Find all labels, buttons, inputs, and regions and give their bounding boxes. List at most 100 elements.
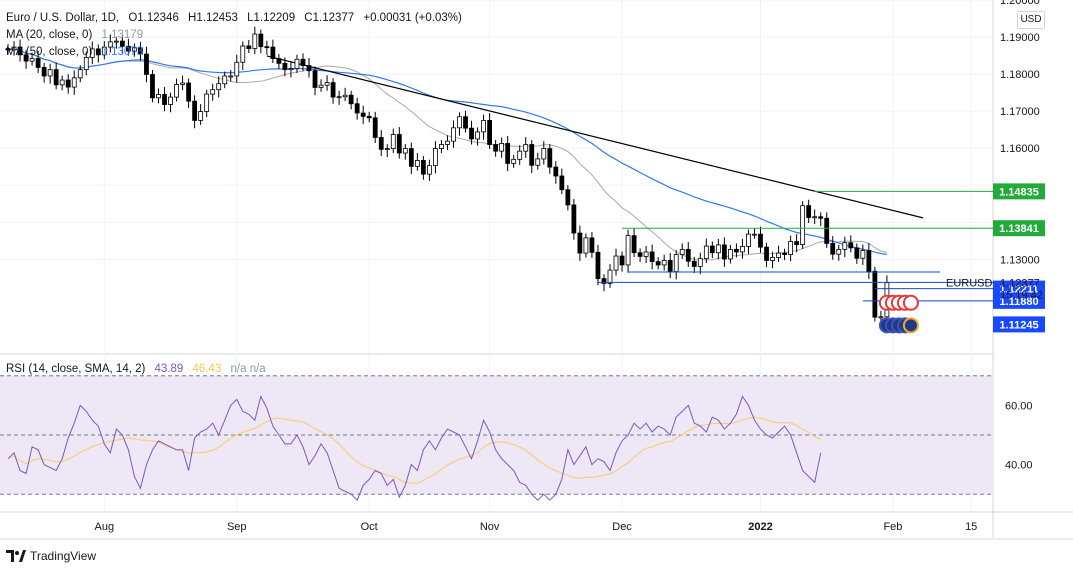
candle-body	[366, 115, 372, 119]
candle-body	[216, 83, 222, 91]
candle-body	[511, 158, 517, 164]
price-tick-label: 1.18000	[1000, 69, 1040, 81]
candle-body	[180, 82, 185, 85]
candle-body	[758, 233, 763, 248]
candle-body	[258, 33, 264, 48]
candle-body	[11, 46, 17, 51]
currency-badge[interactable]: USD	[1017, 11, 1045, 29]
candle-body	[126, 45, 131, 52]
candle-body	[463, 116, 468, 129]
candle-body	[577, 232, 583, 254]
candle-body	[71, 77, 77, 88]
ma50-legend[interactable]: MA (50, close, 0) 1.13073	[6, 45, 149, 59]
candle-body	[186, 82, 192, 102]
candle-body	[336, 96, 342, 99]
candle-body	[95, 48, 101, 56]
brand-name: TradingView	[30, 549, 97, 563]
candle-body	[752, 233, 757, 236]
candle-body	[77, 69, 83, 79]
candle-body	[318, 84, 324, 88]
candle-body	[426, 165, 432, 175]
candle-body	[673, 254, 679, 272]
price-tick-label: 1.13000	[1000, 254, 1040, 266]
candle-body	[83, 57, 89, 71]
candle-body	[234, 61, 240, 77]
candle-body	[439, 144, 444, 149]
candle-body	[860, 250, 866, 259]
symbol-tag: EURUSD	[946, 277, 993, 289]
candle-body	[643, 251, 649, 257]
close-value: C1.12377	[304, 12, 355, 24]
tradingview-icon	[6, 550, 26, 562]
candle-body	[505, 142, 511, 164]
candle-body	[583, 237, 589, 254]
candle-body	[17, 46, 23, 56]
candle-body	[384, 148, 390, 150]
time-tick-label: Sep	[227, 521, 247, 533]
candle-body	[842, 242, 848, 250]
candle-body	[192, 100, 198, 121]
ma20-legend[interactable]: MA (20, close, 0) 1.13179	[6, 28, 149, 42]
candle-body	[559, 175, 565, 191]
rsi-pane	[0, 375, 993, 502]
change-value: +0.00031 (+0.03%)	[363, 12, 462, 24]
support-tag-2-bg	[993, 292, 1045, 309]
open-value: O1.12346	[128, 12, 179, 24]
candle-body	[342, 94, 348, 98]
candle-body	[866, 250, 872, 272]
candle-body	[402, 148, 408, 154]
candle-body	[150, 74, 155, 99]
candle-body	[53, 69, 59, 86]
candle-body	[246, 45, 252, 49]
support-tag-2-label: 1.11880	[999, 296, 1038, 308]
candle-body	[493, 144, 499, 152]
time-tick-label: Nov	[480, 521, 500, 533]
candle-body	[571, 204, 577, 234]
support-tag-3-label: 1.11245	[999, 319, 1038, 331]
candle-body	[282, 62, 288, 71]
candle-body	[607, 269, 613, 284]
candle-body	[830, 243, 836, 255]
candle-body	[800, 205, 806, 245]
ma50-line	[7, 47, 887, 255]
candle-body	[836, 248, 842, 255]
candle-body	[517, 150, 523, 160]
resistance-tag-1-bg	[993, 183, 1045, 200]
ma20-value: 1.13179	[101, 29, 144, 41]
candle-body	[240, 45, 246, 63]
trendline	[266, 55, 924, 219]
candle-body	[420, 160, 426, 175]
rsi-tick-label: 40.00	[1005, 460, 1033, 472]
candle-body	[312, 70, 318, 88]
candle-body	[264, 46, 270, 49]
candle-body	[390, 134, 396, 149]
candle-body	[408, 148, 414, 167]
candle-body	[41, 67, 47, 77]
ma20-label: MA (20, close, 0)	[6, 29, 93, 41]
candle-body	[445, 140, 450, 145]
rsi-sma-value: 46.43	[192, 363, 222, 375]
candle-body	[848, 242, 854, 249]
rsi-legend[interactable]: RSI (14, close, SMA, 14, 2) 43.89 46.43 …	[6, 362, 272, 376]
price-tick-label: 1.20000	[1000, 0, 1040, 7]
candle-body	[156, 94, 161, 99]
time-tick-label: Feb	[883, 521, 902, 533]
candle-body	[89, 48, 95, 58]
candle-body	[499, 142, 505, 152]
candle-body	[113, 40, 119, 43]
candle-body	[770, 257, 775, 261]
candle-body	[613, 255, 619, 271]
candle-body	[746, 233, 751, 247]
candle-body	[288, 68, 294, 71]
candle-body	[396, 134, 402, 154]
rsi-sma-line	[7, 416, 821, 484]
candle-body	[649, 251, 655, 262]
tradingview-logo[interactable]: TradingView	[6, 549, 96, 563]
candle-body	[252, 33, 258, 49]
ma50-label: MA (50, close, 0)	[6, 46, 93, 58]
candle-body	[228, 75, 234, 78]
candle-body	[619, 255, 625, 266]
candle-body	[824, 217, 830, 244]
